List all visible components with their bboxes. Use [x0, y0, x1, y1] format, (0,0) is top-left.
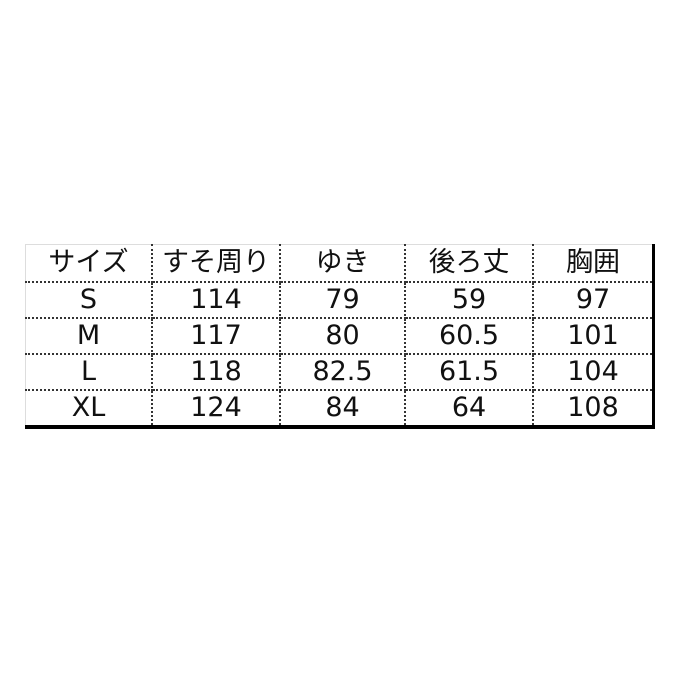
- table-cell: 82.5: [280, 354, 406, 391]
- table-row: S 114 79 59 97: [25, 282, 654, 319]
- table-cell: 60.5: [405, 318, 534, 355]
- table-cell: 118: [152, 354, 281, 391]
- table-cell: 108: [567, 392, 619, 423]
- table-cell: 59: [405, 282, 534, 319]
- table-cell: 117: [152, 318, 281, 355]
- header-cell: ゆき: [280, 244, 406, 283]
- table-cell: 104: [533, 354, 654, 391]
- table-row: XL 124 84 64 108: [25, 390, 654, 427]
- table-row: L 118 82.5 61.5 104: [25, 354, 654, 391]
- table-row: M 117 80 60.5 101: [25, 318, 654, 355]
- table-cell: M: [25, 318, 153, 355]
- table-cell: 101: [533, 318, 654, 355]
- table-cell: 61.5: [405, 354, 534, 391]
- table-cell: L: [25, 354, 153, 391]
- header-row: サイズ すそ周り ゆき 後ろ丈 胸囲: [25, 244, 654, 283]
- table-cell: 79: [280, 282, 406, 319]
- table-cell: 80: [280, 318, 406, 355]
- table-cell: 84: [280, 390, 406, 427]
- table-cell: S: [25, 282, 153, 319]
- table-cell: 97: [533, 282, 654, 319]
- header-cell: 胸囲: [533, 244, 654, 283]
- table-cell: 64: [405, 390, 534, 427]
- header-cell: すそ周り: [152, 244, 281, 283]
- header-cell: 後ろ丈: [405, 244, 534, 283]
- table-cell: XL: [25, 390, 153, 427]
- table-cell: 114: [152, 282, 281, 319]
- table-cell: 124: [152, 390, 281, 427]
- header-cell: サイズ: [25, 244, 153, 283]
- size-table: サイズ すそ周り ゆき 後ろ丈 胸囲 S 114 79 59 97 M 117 …: [25, 244, 655, 429]
